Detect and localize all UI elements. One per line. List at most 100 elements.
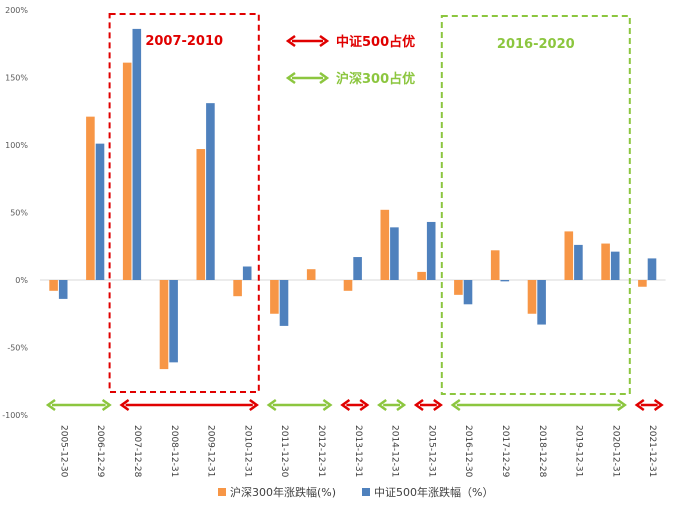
period-arrow-2014-12-31	[377, 398, 407, 412]
highlight-label-2016-2020: 2016-2020	[497, 37, 575, 52]
x-tick-label: 2020-12-31	[610, 425, 620, 477]
hs300-bar-2021-12-31	[638, 280, 647, 287]
zz500-bar-2005-12-30	[58, 280, 68, 299]
legend-swatch-zz500	[362, 488, 370, 496]
x-tick-label: 2018-12-28	[537, 425, 547, 478]
zz500-bar-2013-12-31	[353, 257, 362, 280]
hs300-bar-2018-12-28	[527, 280, 537, 314]
zz500-bar-2010-12-31	[242, 266, 252, 280]
arrow-head-left	[340, 398, 351, 412]
arrow-head-right	[359, 398, 370, 412]
highlight-box-2007-2010	[108, 13, 260, 393]
hs300-bar-2017-12-29	[490, 250, 500, 280]
y-tick-label: 100%	[5, 141, 28, 150]
hs300-bar-2006-12-29	[86, 116, 95, 281]
zz500-bar-2008-12-31	[169, 280, 178, 363]
hs300-bar-2005-12-30	[49, 280, 58, 291]
x-tick-label: 2008-12-31	[169, 425, 179, 477]
x-tick-label: 2009-12-31	[206, 425, 216, 477]
arrow-head-left	[450, 398, 461, 412]
period-arrow-2011-12-30	[266, 398, 333, 412]
y-tick-label: 0%	[15, 276, 28, 285]
hs300-bar-2008-12-31	[159, 280, 169, 370]
x-tick-label: 2012-12-31	[316, 425, 326, 477]
hs300-bar-2020-12-31	[601, 243, 610, 280]
arrow-head-right	[396, 398, 407, 412]
hs300-bar-2015-12-31	[417, 271, 426, 280]
zz500-bar-2017-12-29	[500, 280, 510, 282]
key-arrow-green	[285, 71, 330, 85]
arrow-head-left	[413, 398, 424, 412]
arrow-head-right	[617, 398, 627, 412]
arrow-head-left	[45, 398, 56, 412]
arrow-head-right	[249, 398, 259, 412]
period-arrow-2021-12-31	[634, 398, 664, 412]
zz500-bar-2006-12-29	[95, 143, 105, 280]
highlight-label-2007-2010: 2007-2010	[145, 34, 223, 49]
bars-group	[49, 28, 657, 370]
period-boxes: 2007-2010 2016-2020	[108, 13, 631, 395]
key-label-red: 中证500占优	[336, 34, 415, 50]
x-tick-label: 2015-12-31	[426, 425, 436, 477]
hs300-bar-2011-12-30	[270, 280, 279, 314]
x-tick-label: 2016-12-30	[463, 425, 473, 478]
x-tick-label: 2011-12-30	[279, 425, 289, 478]
zz500-bar-2020-12-31	[610, 251, 620, 280]
legend: 沪深300年涨跌幅(%) 中证500年涨跌幅（%）	[218, 485, 493, 499]
arrow-head-left	[285, 34, 296, 48]
x-tick-label: 2014-12-31	[390, 425, 400, 477]
zz500-bar-2007-12-28	[132, 28, 142, 281]
hs300-bar-2013-12-31	[343, 280, 353, 291]
y-tick-label: 200%	[5, 6, 28, 15]
hs300-bar-2007-12-28	[122, 62, 132, 281]
zz500-bar-2016-12-30	[463, 280, 473, 305]
x-tick-label: 2017-12-29	[500, 425, 510, 478]
y-axis: -100% -50% 0% 50% 100% 150% 200%	[2, 6, 28, 420]
period-arrow-2007-12-28	[119, 398, 259, 412]
x-tick-label: 2010-12-31	[242, 425, 252, 477]
arrow-head-right	[319, 34, 330, 48]
legend-swatch-hs300	[218, 488, 226, 496]
arrow-head-right	[101, 398, 112, 412]
zz500-bar-2019-12-31	[574, 244, 583, 280]
x-axis: 2005-12-30 2006-12-29 2007-12-28 2008-12-31…	[58, 425, 657, 478]
arrow-head-right	[322, 398, 333, 412]
x-tick-label: 2005-12-30	[58, 425, 68, 478]
arrow-head-left	[285, 71, 296, 85]
zz500-bar-2018-12-28	[537, 280, 546, 325]
hs300-bar-2014-12-31	[380, 209, 390, 280]
arrow-head-right	[653, 398, 664, 412]
x-tick-label: 2021-12-31	[647, 425, 657, 477]
arrow-head-right	[319, 71, 330, 85]
highlight-box-2016-2020	[440, 15, 631, 395]
arrow-head-right	[433, 398, 443, 412]
zz500-bar-2011-12-30	[279, 280, 289, 326]
x-tick-label: 2006-12-29	[95, 425, 105, 478]
legend-label-zz500: 中证500年涨跌幅（%）	[374, 485, 493, 499]
arrow-head-left	[634, 398, 645, 412]
arrow-head-left	[266, 398, 277, 412]
x-tick-label: 2013-12-31	[353, 425, 363, 477]
period-arrows	[45, 398, 664, 412]
x-tick-label: 2007-12-28	[132, 425, 142, 478]
y-tick-label: -100%	[2, 411, 28, 420]
zz500-bar-2014-12-31	[390, 227, 399, 280]
period-arrow-2016-12-30	[450, 398, 627, 412]
key-arrow-red	[285, 34, 330, 48]
zz500-bar-2021-12-31	[647, 258, 657, 280]
period-arrow-2005-12-30	[45, 398, 112, 412]
arrow-head-left	[119, 398, 130, 412]
key-label-green: 沪深300占优	[336, 71, 415, 87]
hs300-bar-2016-12-30	[454, 280, 463, 295]
hs300-bar-2012-12-31	[306, 269, 316, 280]
legend-label-hs300: 沪深300年涨跌幅(%)	[230, 485, 336, 499]
hs300-bar-2010-12-31	[233, 280, 242, 297]
arrow-head-left	[377, 398, 387, 412]
period-arrow-2015-12-31	[413, 398, 443, 412]
y-tick-label: 50%	[10, 209, 28, 218]
x-tick-label: 2019-12-31	[574, 425, 584, 477]
zz500-bar-2015-12-31	[426, 221, 436, 280]
hs300-bar-2009-12-31	[196, 149, 206, 280]
